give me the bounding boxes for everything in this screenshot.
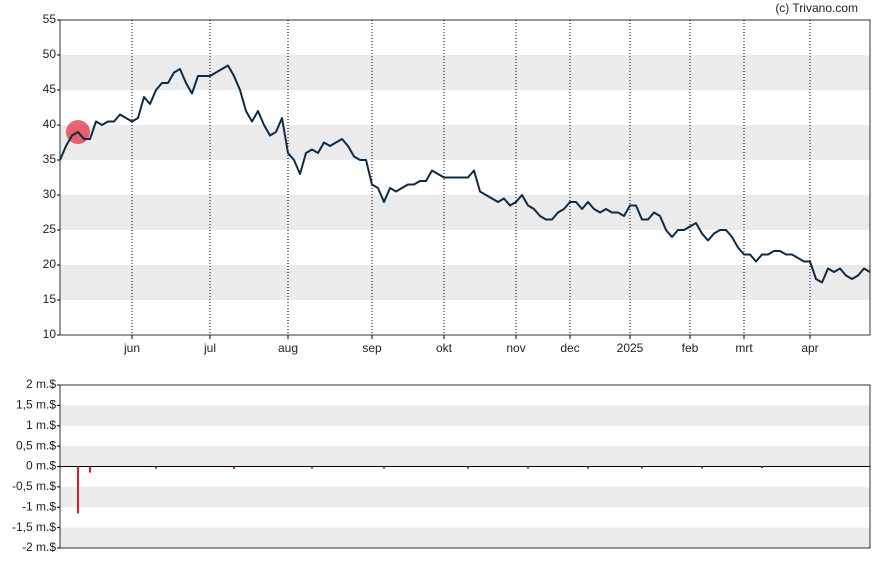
- grid-band: [60, 446, 870, 467]
- x-tick-label: dec: [560, 341, 579, 355]
- plot-frame: [59, 19, 871, 336]
- y-tick-label: 1,5 m.$: [16, 398, 56, 412]
- grid-band: [60, 195, 870, 230]
- bar: [383, 466, 385, 469]
- x-tick-label: sep: [362, 341, 382, 355]
- y-tick-label: 55: [43, 12, 57, 26]
- price-line: [59, 64, 871, 284]
- y-tick-label: 25: [43, 222, 57, 236]
- y-tick-label: -0,5 m.$: [12, 479, 56, 493]
- bar: [467, 466, 469, 469]
- bar: [701, 466, 703, 469]
- x-tick-label: jun: [123, 341, 140, 355]
- bar: [77, 466, 79, 514]
- bar: [155, 466, 157, 469]
- x-tick-label: nov: [506, 341, 525, 355]
- y-tick-label: 50: [43, 47, 57, 61]
- y-tick-label: -2 m.$: [22, 540, 56, 554]
- y-tick-label: 15: [43, 292, 57, 306]
- bar: [233, 466, 235, 469]
- bar: [761, 466, 763, 469]
- y-tick-label: 10: [43, 327, 57, 341]
- grid-band: [60, 405, 870, 426]
- y-tick-label: 35: [43, 152, 57, 166]
- y-tick-label: 45: [43, 82, 57, 96]
- x-tick-label: aug: [278, 341, 298, 355]
- y-tick-label: -1 m.$: [22, 499, 56, 513]
- x-tick-label: 2025: [617, 341, 644, 355]
- x-tick-label: feb: [682, 341, 699, 355]
- bar: [641, 466, 643, 469]
- y-tick-label: 2 m.$: [26, 377, 56, 391]
- bar: [89, 466, 91, 473]
- bar: [311, 466, 313, 469]
- y-tick-label: 0 m.$: [26, 459, 56, 473]
- y-tick-label: 1 m.$: [26, 418, 56, 432]
- x-tick-label: okt: [436, 341, 453, 355]
- x-tick-label: apr: [801, 341, 818, 355]
- y-tick-label: -1,5 m.$: [12, 520, 56, 534]
- bar: [587, 466, 589, 469]
- x-tick-label: jul: [203, 341, 216, 355]
- credit: (c) Trivano.com: [775, 1, 858, 15]
- y-tick-label: 0,5 m.$: [16, 438, 56, 452]
- x-tick-label: mrt: [735, 341, 753, 355]
- grid-band: [60, 125, 870, 160]
- y-tick-label: 40: [43, 117, 57, 131]
- y-tick-label: 30: [43, 187, 57, 201]
- grid-band: [60, 486, 870, 508]
- grid-band: [60, 527, 870, 548]
- grid-band: [60, 265, 870, 300]
- bar: [527, 466, 529, 469]
- y-tick-label: 20: [43, 257, 57, 271]
